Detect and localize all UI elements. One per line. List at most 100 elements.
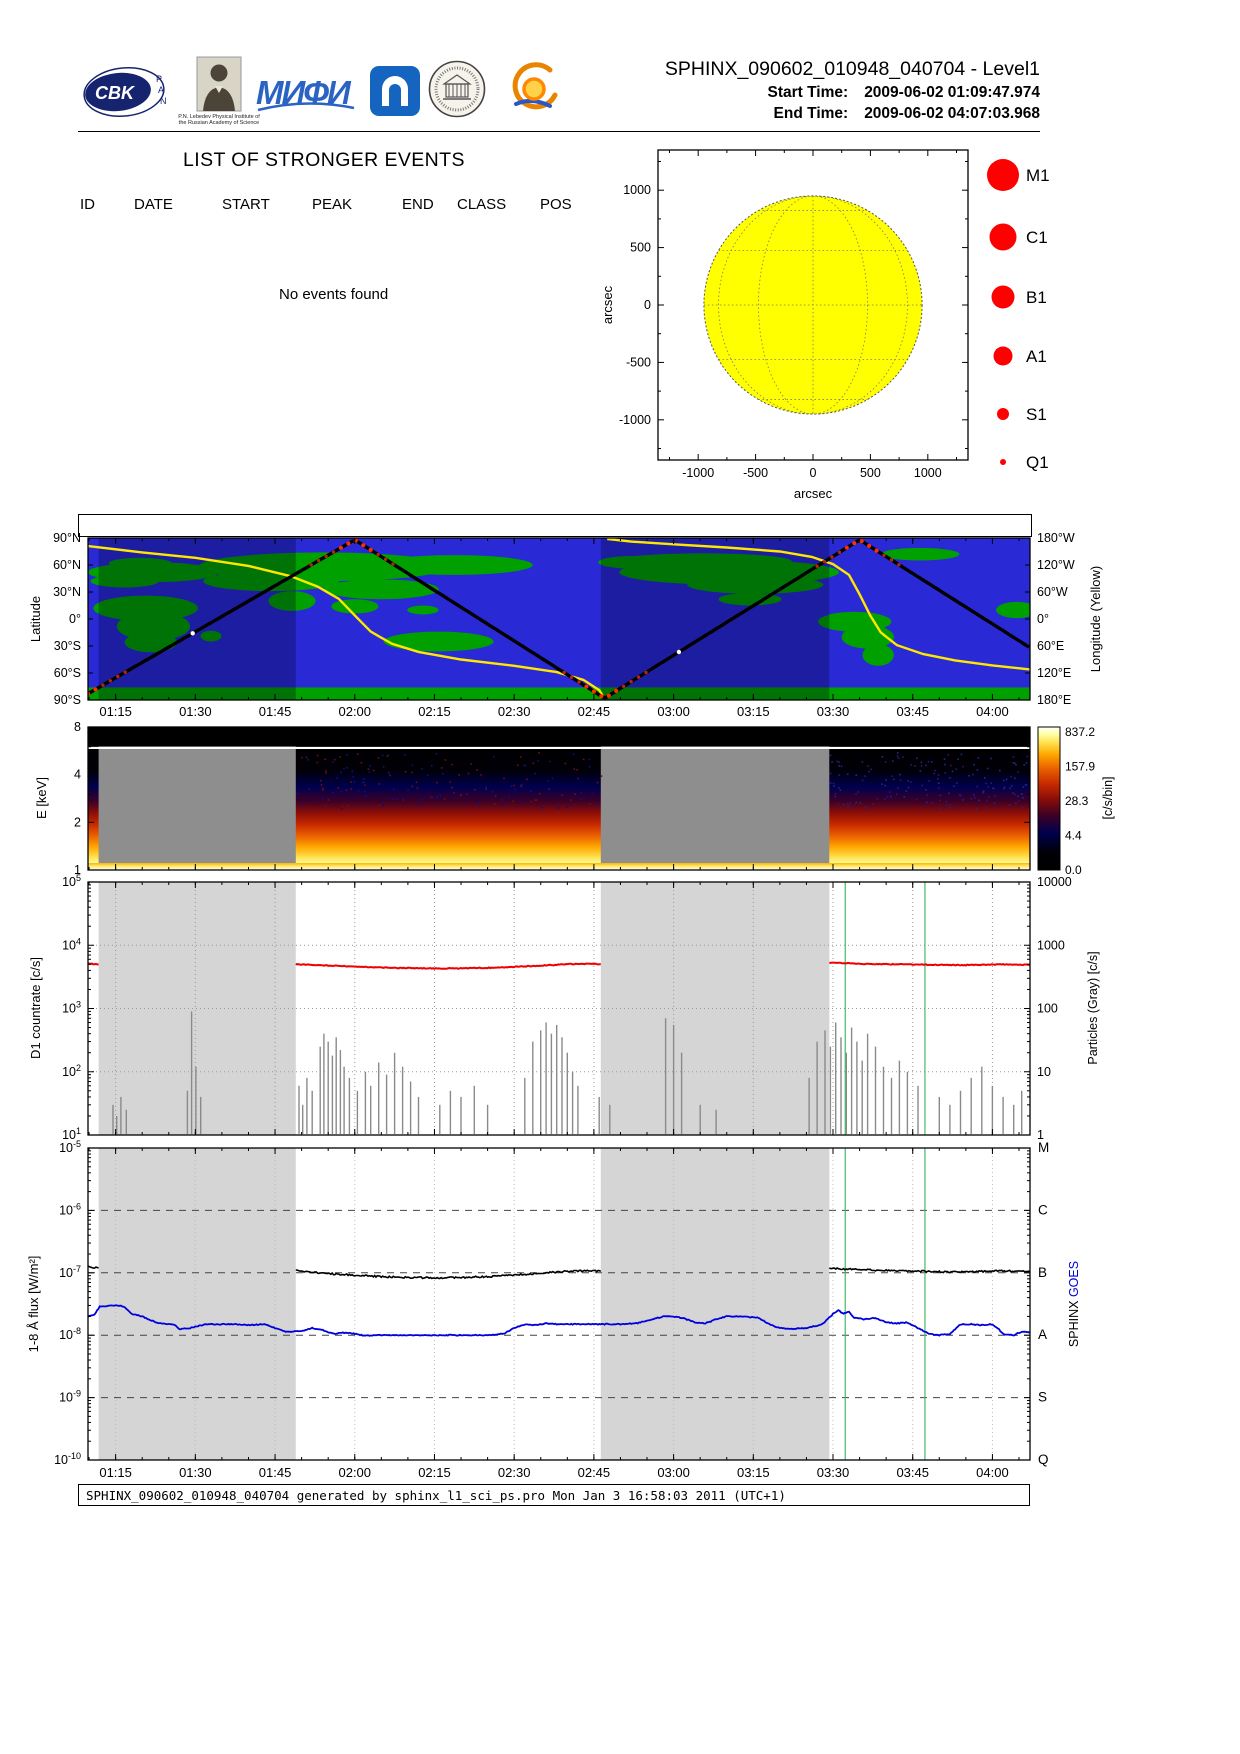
particles-tick-label: 10000 — [1037, 875, 1072, 889]
sun-x-tick-label: 1000 — [914, 466, 942, 480]
time-tick-label: 01:45 — [259, 1465, 292, 1480]
longitude-tick-label: 120°W — [1037, 558, 1075, 572]
latitude-tick-label: 0° — [69, 612, 81, 626]
sphinx-flux-curve — [828, 1267, 1030, 1274]
orbit-node-dot — [676, 649, 682, 655]
goes-class-label: Q — [1038, 1452, 1049, 1467]
axis-power-label: 10-6 — [59, 1201, 81, 1217]
map-ylabel-left: Latitude — [28, 596, 43, 642]
time-tick-label: 01:30 — [179, 1465, 212, 1480]
time-tick-label: 02:15 — [418, 1465, 451, 1480]
axis-power-label: 10-5 — [59, 1139, 81, 1155]
solar-grid — [703, 195, 923, 415]
mephi-swoosh — [257, 102, 355, 112]
start-time-value: 2009-06-02 01:09:47.974 — [864, 84, 1040, 101]
legend-flare-size-dot — [991, 285, 1015, 309]
events-title: LIST OF STRONGER EVENTS — [183, 149, 465, 171]
portrait-collar — [215, 86, 223, 93]
colorbar — [1037, 726, 1061, 871]
seal-columns — [448, 84, 466, 97]
map-ylabel-right: Longitude (Yellow) — [1088, 566, 1103, 672]
sun-x-tick-label: 0 — [810, 466, 817, 480]
latitude-tick-label: 60°N — [53, 558, 81, 572]
legend-class-label: S1 — [1026, 405, 1047, 424]
orbit-node-dot — [190, 631, 195, 636]
time-tick-label: 02:30 — [498, 704, 531, 719]
time-tick-label: 02:15 — [418, 704, 451, 719]
legend-class-label: Q1 — [1026, 453, 1049, 472]
goes-class-label: C — [1038, 1202, 1048, 1217]
events-col-start: START — [222, 196, 270, 213]
legend-flare-size-dot — [1000, 459, 1006, 465]
energy-tick-label: 8 — [74, 720, 81, 734]
seal-rim-text — [434, 66, 480, 112]
portrait-head — [210, 64, 228, 82]
longitude-tick-label: 180°W — [1037, 531, 1075, 545]
axis-power-label: 103 — [62, 1000, 81, 1016]
time-tick-label: 02:00 — [338, 1465, 371, 1480]
particles-ylabel: Particles (Gray) [c/s] — [1086, 951, 1100, 1064]
footer-text: SPHINX_090602_010948_040704 generated by… — [86, 1488, 786, 1503]
flux-ylabel: 1-8 Å flux [W/m²] — [26, 1256, 41, 1353]
sphinx-flux-curve — [295, 1269, 602, 1280]
legend-flare-size-dot — [987, 159, 1019, 191]
start-time-label: Start Time: — [767, 84, 849, 101]
longitude-tick-label: 120°E — [1037, 666, 1071, 680]
sun-disk-plot: -1000 -1000 -500 -500 0 0 500 500 1000 1000 arcsec… — [600, 149, 1050, 501]
time-tick-label: 01:15 — [99, 704, 132, 719]
portrait-shoulders — [203, 87, 235, 111]
energy-tick-label: 1 — [74, 863, 81, 877]
axis-power-label: 102 — [62, 1063, 81, 1079]
time-series-panels: 90°N 60°N 30°N 0° 30°S 60°S 90°S 180°W 120°W 60°W… — [26, 531, 1115, 1480]
pan-letter: P — [156, 74, 162, 84]
legend-class-label: C1 — [1026, 228, 1048, 247]
colorbar-tick-label: 0.0 — [1065, 863, 1082, 877]
sun-y-tick-label: 0 — [644, 298, 651, 312]
time-tick-label: 02:45 — [578, 704, 611, 719]
time-tick-label: 02:30 — [498, 1465, 531, 1480]
axis-power-label: 10-8 — [59, 1326, 81, 1342]
d1-countrate-curve — [829, 961, 1030, 967]
ground-track — [88, 538, 1030, 700]
goes-class-label: S — [1038, 1390, 1047, 1405]
sun-xlabel: arcsec — [794, 486, 833, 501]
arch-logo-square — [370, 66, 420, 116]
time-tick-label: 03:00 — [657, 704, 690, 719]
events-col-class: CLASS — [457, 196, 507, 213]
colorbar-unit-label: [c/s/bin] — [1101, 776, 1115, 819]
goes-class-label: B — [1038, 1265, 1047, 1280]
lebedev-caption: P.N. Lebedev Physical Institute of the R… — [178, 114, 260, 126]
sphinx-flux-curve — [87, 1265, 99, 1269]
sun-core — [522, 77, 546, 101]
page-title: SPHINX_090602_010948_040704 - Level1 — [664, 58, 1040, 80]
d1-countrate-curve — [87, 962, 99, 966]
axis-power-label: 105 — [62, 873, 81, 889]
legend-flare-size-dot — [993, 346, 1013, 366]
start-time-row: Start Time: 2009-06-02 01:09:47.974 — [768, 84, 1041, 102]
cbk-logo-text: CBK — [95, 83, 136, 103]
time-tick-label: 02:00 — [338, 704, 371, 719]
time-tick-label: 01:45 — [259, 704, 292, 719]
sun-swirl-blue — [514, 99, 552, 108]
sun-y-tick-label: -500 — [626, 355, 651, 369]
energy-tick-label: 2 — [74, 815, 81, 829]
latitude-tick-label: 30°S — [54, 639, 81, 653]
goes-class-label: M — [1038, 1140, 1049, 1155]
events-col-end: END — [402, 196, 434, 213]
sun-ylabel: arcsec — [600, 285, 615, 324]
time-tick-label: 03:45 — [896, 1465, 929, 1480]
latitude-tick-label: 90°N — [53, 531, 81, 545]
legend-class-label: M1 — [1026, 166, 1050, 185]
latitude-tick-label: 30°N — [53, 585, 81, 599]
cbk-pan-logo: CBK P A N — [82, 66, 172, 118]
cbk-inner-ellipse — [85, 72, 151, 112]
time-tick-label: 01:30 — [179, 704, 212, 719]
events-col-id: ID — [80, 196, 95, 213]
time-tick-label: 03:15 — [737, 1465, 770, 1480]
events-col-date: DATE — [134, 196, 173, 213]
goes-flux-curve — [87, 1304, 1030, 1337]
goes-class-label: A — [1038, 1327, 1047, 1342]
colorbar-tick-label: 4.4 — [1065, 829, 1082, 843]
particles-tick-label: 1 — [1037, 1128, 1044, 1142]
sun-y-tick-label: 1000 — [623, 183, 651, 197]
